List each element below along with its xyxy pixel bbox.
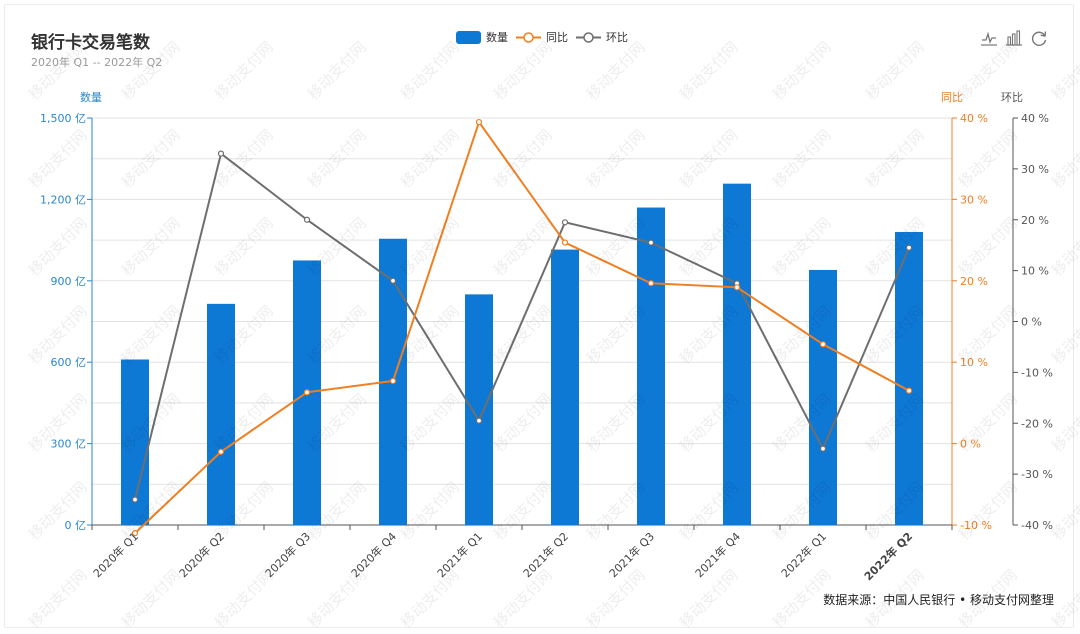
chart-title: 银行卡交易笔数 bbox=[31, 33, 150, 53]
legend-line-swatch-yoy bbox=[516, 31, 541, 43]
yoy-series-line bbox=[134, 119, 910, 534]
x-tick-label: 2021年 Q2 bbox=[520, 529, 571, 580]
x-tick-label: 2022年 Q2 bbox=[861, 529, 915, 583]
yoy-series-point bbox=[647, 280, 655, 287]
bar bbox=[551, 249, 579, 525]
legend-label-count: 数量 bbox=[486, 31, 508, 44]
qoq-series-point bbox=[303, 216, 311, 223]
x-tick-label: 2020年 Q3 bbox=[262, 529, 313, 580]
y-qoq-tick-label: -40 % bbox=[1021, 519, 1053, 532]
legend-line-swatch-qoq bbox=[576, 31, 601, 43]
legend-label-qoq: 环比 bbox=[606, 31, 628, 44]
qoq-series-point bbox=[217, 150, 225, 157]
qoq-series-point bbox=[561, 219, 569, 226]
y-qoq-tick-label: 30 % bbox=[1021, 163, 1049, 176]
restore-icon[interactable] bbox=[1030, 29, 1048, 47]
y-left-tick-label: 900 亿 bbox=[51, 275, 87, 288]
y-yoy-tick-label: -10 % bbox=[960, 519, 992, 532]
yoy-series-point bbox=[733, 284, 741, 291]
yoy-series-point bbox=[561, 239, 569, 246]
y-left-tick-label: 600 亿 bbox=[51, 356, 87, 369]
chart-container bbox=[4, 4, 1074, 628]
bar bbox=[465, 294, 493, 525]
qoq-series-point bbox=[475, 417, 483, 424]
data-source: 数据来源：中国人民银行 • 移动支付网整理 bbox=[823, 593, 1054, 607]
y-yoy-tick-label: 0 % bbox=[960, 438, 981, 451]
qoq-series-point bbox=[389, 277, 397, 284]
y-qoq-tick-label: 0 % bbox=[1021, 316, 1042, 329]
y-qoq-tick-label: -10 % bbox=[1021, 366, 1053, 379]
bar-chart-icon[interactable] bbox=[1005, 29, 1023, 47]
legend-item-yoy[interactable]: 同比 bbox=[516, 29, 568, 45]
line-chart-icon[interactable] bbox=[980, 29, 998, 47]
x-tick-label: 2020年 Q1 bbox=[90, 529, 141, 580]
y-qoq-tick-label: -20 % bbox=[1021, 417, 1053, 430]
bar bbox=[637, 207, 665, 526]
y-yoy-tick-label: 20 % bbox=[960, 275, 988, 288]
qoq-series-line bbox=[134, 151, 910, 500]
y-left-tick-label: 300 亿 bbox=[51, 438, 87, 451]
x-tick-label: 2021年 Q4 bbox=[692, 529, 743, 580]
toolbox bbox=[980, 29, 1048, 47]
x-tick-label: 2022年 Q1 bbox=[778, 529, 829, 580]
y-left-tick-label: 0 亿 bbox=[65, 519, 87, 532]
x-tick-label: 2020年 Q2 bbox=[176, 529, 227, 580]
legend-label-yoy: 同比 bbox=[546, 31, 568, 44]
yoy-series-point bbox=[303, 389, 311, 396]
y-left-tick-label: 1,200 亿 bbox=[40, 193, 86, 206]
bar bbox=[207, 303, 235, 525]
qoq-series-point bbox=[819, 445, 827, 452]
legend-item-qoq[interactable]: 环比 bbox=[576, 29, 628, 45]
bar bbox=[895, 231, 923, 525]
chart-subtitle: 2020年 Q1 -- 2022年 Q2 bbox=[31, 56, 163, 69]
legend-item-count[interactable]: 数量 bbox=[456, 29, 508, 45]
yoy-series-point bbox=[131, 530, 139, 537]
yoy-series-point bbox=[389, 377, 397, 385]
x-tick-label: 2021年 Q1 bbox=[434, 529, 485, 580]
y-qoq-tick-label: -30 % bbox=[1021, 468, 1053, 481]
bar bbox=[809, 269, 837, 525]
qoq-series-point bbox=[905, 244, 913, 251]
yoy-series-point bbox=[905, 387, 913, 394]
y-yoy-axis-label: 同比 bbox=[941, 91, 963, 104]
y-yoy-tick-label: 40 % bbox=[960, 112, 988, 125]
y-yoy-tick-label: 30 % bbox=[960, 193, 988, 206]
bar bbox=[723, 183, 751, 526]
y-qoq-axis-label: 环比 bbox=[1001, 91, 1023, 104]
yoy-series-point bbox=[217, 448, 225, 455]
qoq-series-point bbox=[647, 239, 655, 246]
y-left-axis-label: 数量 bbox=[80, 91, 102, 104]
y-qoq-tick-label: 10 % bbox=[1021, 265, 1049, 278]
yoy-series-point bbox=[819, 341, 827, 348]
y-yoy-tick-label: 10 % bbox=[960, 356, 988, 369]
legend: 数量 同比 环比 bbox=[456, 30, 628, 44]
yoy-series-point bbox=[475, 118, 483, 126]
x-tick-label: 2021年 Q3 bbox=[606, 529, 657, 580]
y-qoq-tick-label: 20 % bbox=[1021, 214, 1049, 227]
qoq-series-point bbox=[131, 496, 139, 503]
y-qoq-tick-label: 40 % bbox=[1021, 112, 1049, 125]
legend-bar-swatch bbox=[456, 30, 481, 44]
x-tick-label: 2020年 Q4 bbox=[348, 529, 399, 580]
y-left-tick-label: 1,500 亿 bbox=[40, 112, 86, 125]
